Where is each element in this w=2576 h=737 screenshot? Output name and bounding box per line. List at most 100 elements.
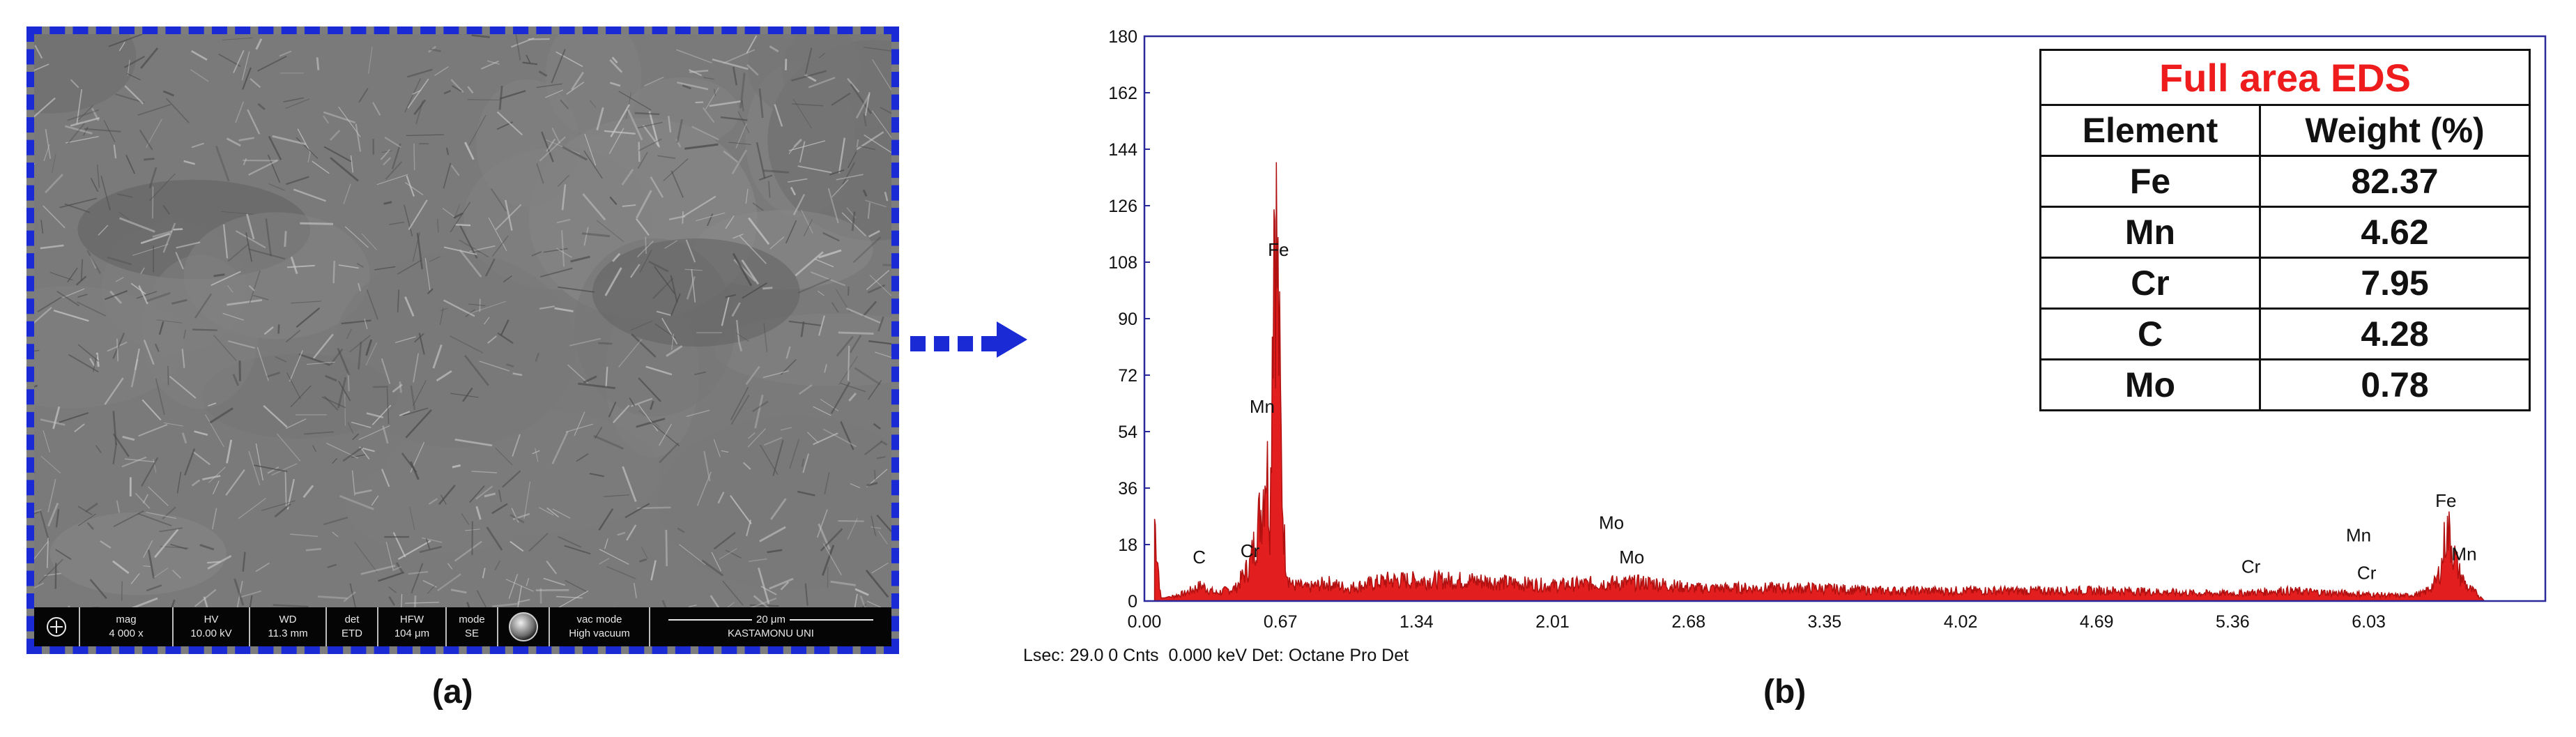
lath-stroke (821, 545, 835, 576)
lath-stroke (37, 296, 62, 313)
lath-stroke (450, 335, 484, 354)
lath-stroke (268, 135, 282, 160)
lath-stroke (848, 393, 857, 402)
y-tick-label: 108 (1108, 253, 1137, 273)
lath-stroke (797, 490, 815, 496)
lath-stroke (386, 388, 390, 425)
lath-stroke (608, 128, 624, 154)
lath-stroke (684, 143, 719, 150)
databar-vac: vac mode High vacuum (550, 607, 650, 646)
x-tick-label: 4.69 (2080, 612, 2114, 632)
lath-stroke (522, 61, 538, 66)
lath-stroke (634, 583, 637, 598)
lath-stroke (546, 507, 560, 518)
lath-stroke (767, 181, 771, 198)
lath-stroke (296, 137, 319, 159)
lath-stroke (822, 428, 857, 448)
lath-stroke (397, 540, 431, 560)
lath-stroke (749, 604, 779, 607)
lath-stroke (654, 323, 676, 339)
lath-stroke (365, 339, 373, 356)
lath-stroke (116, 500, 121, 513)
lath-stroke (561, 230, 565, 267)
lath-stroke (232, 374, 240, 386)
lath-stroke (254, 464, 288, 473)
lath-stroke (397, 289, 399, 312)
lath-stroke (266, 372, 281, 378)
lath-stroke (856, 139, 859, 148)
lath-stroke (741, 100, 744, 112)
lath-stroke (852, 236, 882, 264)
lath-stroke (800, 321, 805, 337)
lath-stroke (551, 431, 569, 464)
lath-stroke (747, 428, 766, 448)
lath-stroke (648, 260, 669, 273)
lath-stroke (758, 174, 773, 181)
lath-stroke (854, 588, 869, 596)
lath-stroke (361, 233, 377, 250)
lath-stroke (746, 63, 759, 76)
lath-stroke (397, 259, 422, 275)
lath-stroke (629, 397, 636, 407)
lath-stroke (738, 342, 743, 352)
lath-stroke (677, 81, 709, 91)
lath-stroke (358, 282, 362, 291)
lath-stroke (450, 79, 464, 93)
lath-stroke (47, 478, 56, 513)
lath-stroke (854, 367, 881, 386)
lath-stroke (471, 34, 490, 38)
peak-label: Cr (2357, 563, 2377, 584)
lath-stroke (297, 128, 312, 153)
lath-stroke (53, 310, 89, 322)
lath-stroke (276, 433, 301, 462)
lath-stroke (725, 294, 736, 298)
lath-stroke (248, 248, 286, 260)
lath-stroke (634, 112, 660, 116)
lath-stroke (332, 531, 339, 538)
lath-stroke (77, 506, 93, 516)
lath-stroke (34, 45, 43, 59)
lath-stroke (136, 291, 158, 299)
lath-stroke (249, 595, 253, 607)
lath-stroke (603, 494, 630, 497)
mode-label: mode (459, 614, 485, 625)
lath-stroke (665, 529, 668, 567)
lath-stroke (413, 99, 427, 115)
lath-stroke (526, 54, 531, 63)
lath-stroke (789, 439, 800, 469)
databar-hfw: HFW 104 μm (378, 607, 447, 646)
lath-stroke (140, 232, 171, 245)
lath-stroke (555, 595, 583, 599)
lath-stroke (824, 472, 830, 494)
lath-stroke (723, 150, 739, 163)
lath-stroke (558, 286, 595, 293)
lath-stroke (486, 526, 503, 551)
lath-stroke (702, 107, 715, 123)
peak-label: C (1193, 547, 1206, 568)
lath-stroke (40, 244, 64, 250)
lath-stroke (267, 466, 279, 474)
lath-stroke (272, 135, 307, 146)
lath-stroke (181, 349, 185, 368)
lath-stroke (686, 409, 710, 417)
lath-stroke (503, 275, 512, 282)
lath-stroke (213, 335, 237, 361)
lath-stroke (604, 267, 622, 296)
element-cell: Mo (2039, 358, 2261, 411)
lath-stroke (882, 264, 891, 267)
lath-stroke (155, 378, 165, 416)
lath-stroke (76, 301, 106, 317)
lath-stroke (383, 157, 392, 166)
lath-stroke (806, 432, 819, 443)
lath-stroke (222, 37, 253, 40)
lath-stroke (56, 290, 79, 307)
lath-stroke (636, 190, 652, 219)
lath-stroke (154, 529, 179, 559)
lath-stroke (91, 107, 100, 121)
lath-stroke (875, 351, 891, 358)
lath-stroke (225, 469, 245, 496)
lath-stroke (298, 353, 330, 366)
lath-stroke (677, 527, 685, 533)
lath-stroke (371, 495, 379, 506)
lath-stroke (780, 427, 792, 431)
